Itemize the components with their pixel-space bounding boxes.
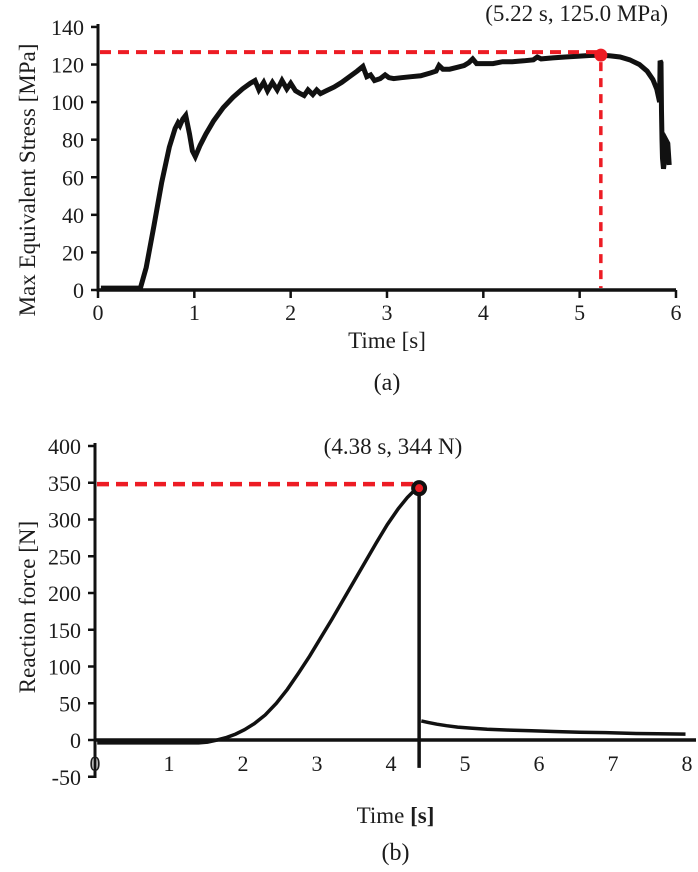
y-tick-label-b: 400 [48, 434, 81, 459]
y-tick-label-b: 0 [70, 728, 81, 753]
x-tick-label-a: 0 [93, 300, 104, 325]
x-tick-label-b: 2 [238, 751, 249, 776]
y-tick-label-b: 200 [48, 581, 81, 606]
y-tick-label-a: 80 [62, 128, 84, 153]
y-tick-label-a: 120 [51, 53, 84, 78]
x-tick-label-a: 4 [478, 300, 489, 325]
y-axis-title-b: Reaction force [N] [15, 520, 40, 694]
x-axis-title-b-unit: [s] [410, 803, 435, 828]
chart-a-plot: 0 20 40 60 80 100 120 140 0 1 2 3 4 5 6 [51, 15, 681, 325]
reaction_force-curve [420, 719, 686, 736]
x-tick-label-b: 3 [312, 751, 323, 776]
y-tick-label-a: 60 [62, 165, 84, 190]
peak-marker-b [411, 480, 428, 497]
x-tick-label-a: 2 [285, 300, 296, 325]
x-axis-title-b-word: Time [356, 803, 411, 828]
x-tick-label-b: 0 [90, 751, 101, 776]
y-tick-label-b: 300 [48, 508, 81, 533]
subfigure-caption-a: (a) [373, 370, 401, 396]
y-tick-label-b: 350 [48, 471, 81, 496]
max_equivalent_stress-curve [100, 52, 672, 291]
y-tick-label-a: 40 [62, 203, 84, 228]
peak-annotation-a: (5.22 s, 125.0 MPa) [485, 1, 668, 26]
x-tick-label-b: 7 [608, 751, 619, 776]
subfigure-caption-b: (b) [381, 840, 410, 866]
x-tick-label-a: 3 [381, 300, 392, 325]
y-tick-label-b: 100 [48, 655, 81, 680]
y-tick-label-b: 50 [59, 691, 81, 716]
x-tick-label-b: 8 [682, 751, 693, 776]
x-axis-title-b: Time [s] [95, 803, 696, 829]
y-tick-label-a: 20 [62, 240, 84, 265]
x-tick-label-a: 1 [189, 300, 200, 325]
x-tick-label-a: 5 [574, 300, 585, 325]
x-tick-label-b: 1 [164, 751, 175, 776]
x-tick-label-b: 5 [460, 751, 471, 776]
y-tick-label-a: 0 [73, 278, 84, 303]
chart-b-plot: -50 0 50 100 150 200 250 300 350 400 0 1 2 3 4 5 6 7 8 [48, 434, 696, 790]
x-axis-title-a: Time [s] [348, 328, 426, 353]
peak-marker-a [594, 48, 608, 62]
x-tick-label-b: 4 [386, 751, 397, 776]
y-tick-label-b: 250 [48, 544, 81, 569]
y-axis-title-a: Max Equivalent Stress [MPa] [15, 43, 40, 317]
y-tick-label-b: -50 [52, 765, 81, 790]
y-tick-label-b: 150 [48, 618, 81, 643]
y-tick-label-a: 100 [51, 90, 84, 115]
reaction_force-curve [97, 485, 421, 745]
x-tick-label-a: 6 [670, 300, 681, 325]
peak-annotation-b: (4.38 s, 344 N) [323, 434, 463, 459]
x-tick-label-b: 6 [534, 751, 545, 776]
y-tick-label-a: 140 [51, 15, 84, 40]
